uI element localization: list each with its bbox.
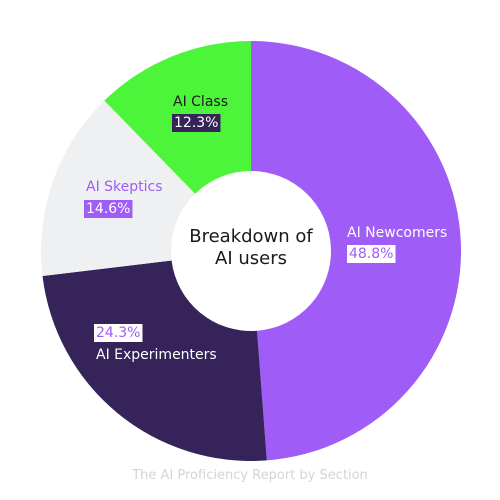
value-label: 24.3% [96,325,140,341]
center-title: Breakdown of AI users [189,226,313,269]
footer: The AI Proficiency Report by Section [132,468,368,483]
slice-label: AI Class [173,94,228,110]
slice-label: AI Experimenters [96,347,217,363]
value-label-box [172,114,221,132]
value-label: 48.8% [349,246,393,262]
value-label-box [347,245,396,263]
value-label: 14.6% [86,201,130,217]
slice-label: AI Newcomers [347,225,447,241]
slice-label: AI Skeptics [86,179,163,195]
slice [40,100,196,277]
slice [42,260,267,462]
value-label-box [84,200,133,218]
value-label: 12.3% [174,115,218,131]
value-label-box [94,324,143,342]
